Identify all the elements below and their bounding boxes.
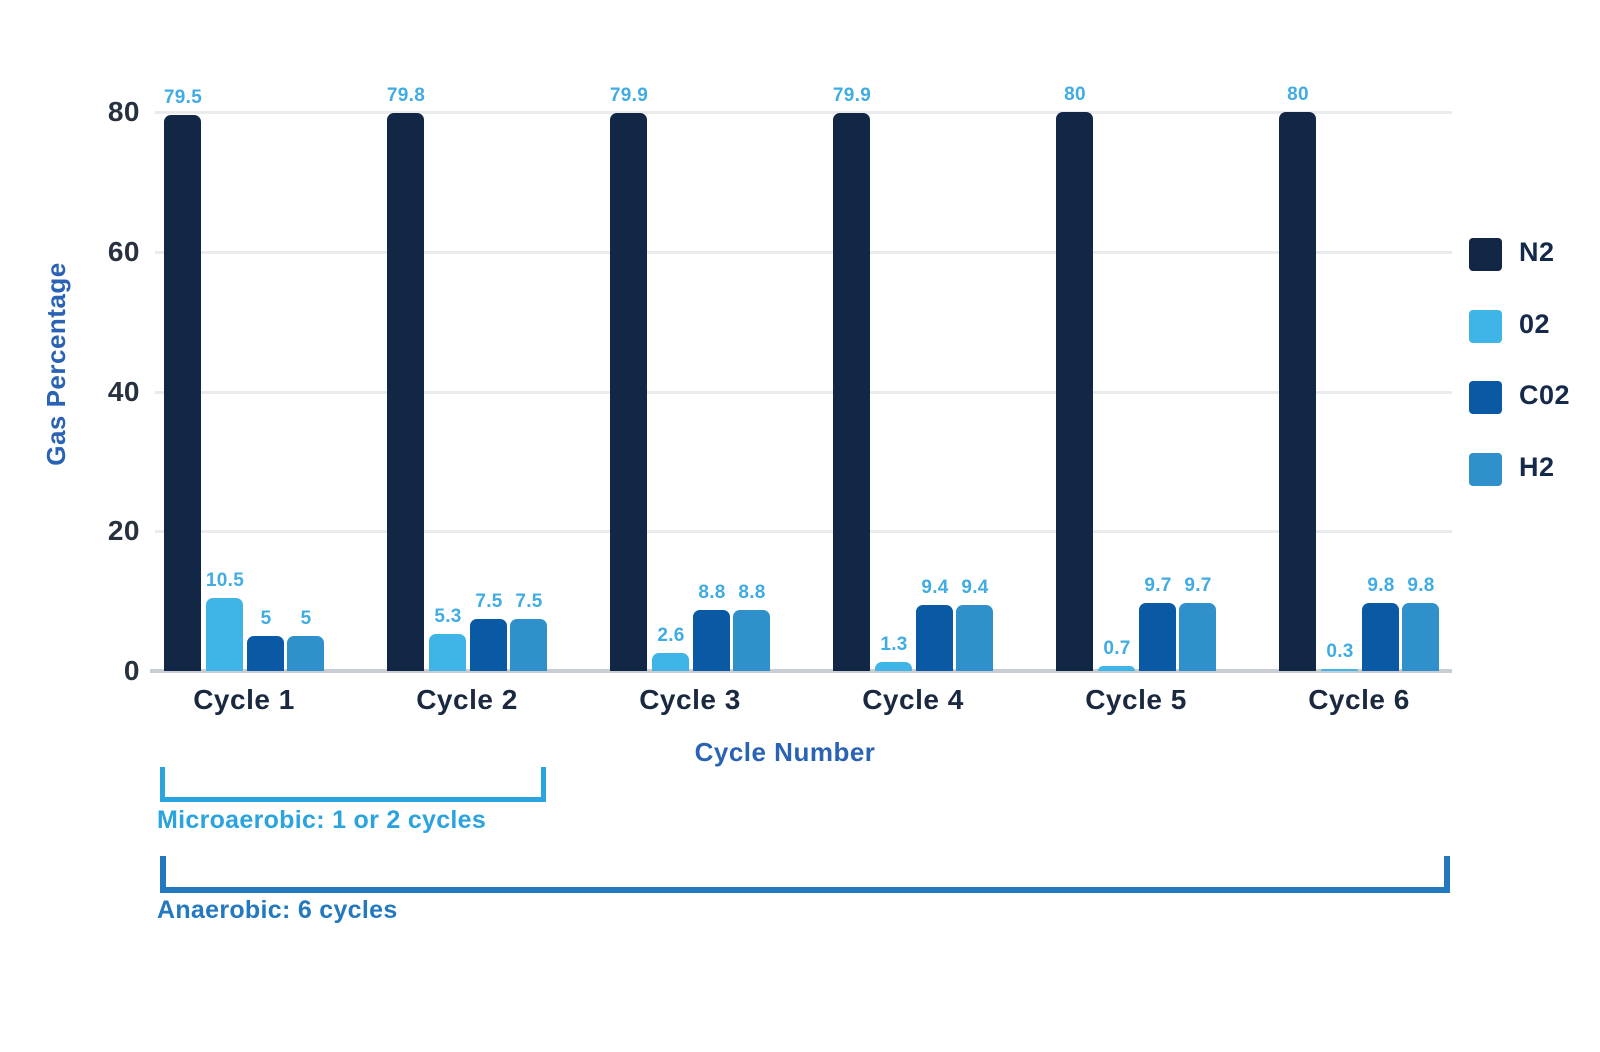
bar-o2-cycle-1: [206, 597, 243, 671]
bar-value-label-o2-cycle-4: 1.3: [880, 633, 908, 655]
bar-value-label-o2-cycle-1: 10.5: [205, 569, 245, 591]
x-tick-label-cycle-5: Cycle 5: [1085, 684, 1187, 715]
bar-value-label-o2-cycle-6: 0.3: [1326, 640, 1354, 662]
bar-h2-cycle-6: [1402, 602, 1439, 671]
x-tick-label-cycle-4: Cycle 4: [862, 684, 964, 715]
x-tick-label-cycle-6: Cycle 6: [1308, 684, 1410, 715]
gridline-80: [155, 111, 1452, 114]
bar-value-label-n2-cycle-6: 80: [1287, 84, 1309, 105]
y-tick-label-80: 80: [107, 96, 140, 127]
bar-value-label-n2-cycle-2: 79.8: [386, 85, 426, 107]
legend-label-h2: H2: [1519, 451, 1555, 482]
x-axis-title: Cycle Number: [694, 737, 876, 767]
x-tick-label-cycle-1: Cycle 1: [193, 684, 295, 715]
bar-value-label-n2-cycle-4: 79.9: [832, 84, 872, 106]
bar-value-label-h2-cycle-3: 8.8: [738, 581, 766, 603]
bar-n2-cycle-6: [1279, 112, 1316, 671]
bar-h2-cycle-2: [510, 618, 547, 671]
anaerobic-bracket: [160, 856, 1450, 893]
y-tick-label-60: 60: [107, 235, 140, 267]
bar-value-label-co2-cycle-1: 5: [260, 608, 272, 630]
gridline-60: [155, 250, 1452, 254]
bar-value-label-h2-cycle-5: 9.7: [1184, 575, 1212, 597]
legend-label-n2: N2: [1519, 237, 1555, 267]
bar-value-label-co2-cycle-6: 9.8: [1367, 574, 1395, 596]
bar-value-label-co2-cycle-2: 7.5: [475, 590, 503, 612]
bar-co2-cycle-3: [693, 609, 730, 671]
anaerobic-bracket-label: Anaerobic: 6 cycles: [157, 896, 398, 924]
legend-label-co2: C02: [1519, 380, 1571, 410]
bar-value-label-o2-cycle-5: 0.7: [1103, 638, 1131, 660]
bar-value-label-h2-cycle-6: 9.8: [1407, 574, 1435, 596]
bar-co2-cycle-2: [470, 618, 507, 671]
microaerobic-bracket: [160, 767, 546, 802]
bar-value-label-n2-cycle-1: 79.5: [163, 87, 203, 109]
bar-n2-cycle-2: [387, 113, 424, 671]
bar-co2-cycle-1: [247, 636, 284, 671]
x-tick-label-cycle-2: Cycle 2: [416, 684, 518, 715]
bar-value-label-n2-cycle-3: 79.9: [609, 84, 649, 106]
bar-o2-cycle-4: [875, 661, 912, 671]
bar-value-label-o2-cycle-3: 2.6: [657, 624, 685, 646]
gridline-40: [155, 390, 1452, 394]
bar-o2-cycle-3: [652, 652, 689, 671]
legend-swatch-co2: [1469, 381, 1502, 414]
bar-co2-cycle-4: [916, 605, 953, 671]
bar-co2-cycle-5: [1139, 603, 1176, 671]
bar-h2-cycle-4: [956, 605, 993, 671]
bar-value-label-co2-cycle-4: 9.4: [921, 577, 949, 599]
bar-value-label-h2-cycle-1: 5: [300, 608, 312, 630]
bar-value-label-o2-cycle-2: 5.3: [434, 605, 462, 627]
legend-swatch-h2: [1469, 452, 1502, 486]
y-tick-label-40: 40: [107, 375, 140, 407]
legend-swatch-o2: [1469, 309, 1502, 343]
y-tick-label-0: 0: [123, 655, 140, 686]
bar-n2-cycle-4: [833, 112, 870, 671]
bar-o2-cycle-2: [429, 633, 466, 671]
legend-swatch-n2: [1469, 238, 1502, 271]
microaerobic-bracket-label: Microaerobic: 1 or 2 cycles: [157, 806, 487, 834]
y-tick-label-20: 20: [107, 515, 140, 547]
bar-n2-cycle-1: [164, 115, 201, 671]
bar-value-label-co2-cycle-3: 8.8: [698, 581, 726, 603]
gridline-20: [155, 530, 1452, 534]
bar-value-label-h2-cycle-2: 7.5: [515, 590, 543, 612]
bar-o2-cycle-6: [1321, 668, 1358, 671]
bar-n2-cycle-5: [1056, 112, 1093, 671]
bar-value-label-h2-cycle-4: 9.4: [961, 577, 989, 599]
bar-h2-cycle-5: [1179, 603, 1216, 671]
legend-label-o2: 02: [1519, 308, 1551, 339]
bar-co2-cycle-6: [1362, 602, 1399, 671]
bar-o2-cycle-5: [1098, 666, 1135, 671]
x-tick-label-cycle-3: Cycle 3: [639, 684, 741, 715]
bar-h2-cycle-3: [733, 609, 770, 671]
bar-value-label-n2-cycle-5: 80: [1064, 84, 1086, 105]
bar-value-label-co2-cycle-5: 9.7: [1144, 575, 1172, 597]
bar-h2-cycle-1: [287, 636, 324, 671]
x-axis-line: [150, 669, 1452, 673]
bar-n2-cycle-3: [610, 112, 647, 671]
